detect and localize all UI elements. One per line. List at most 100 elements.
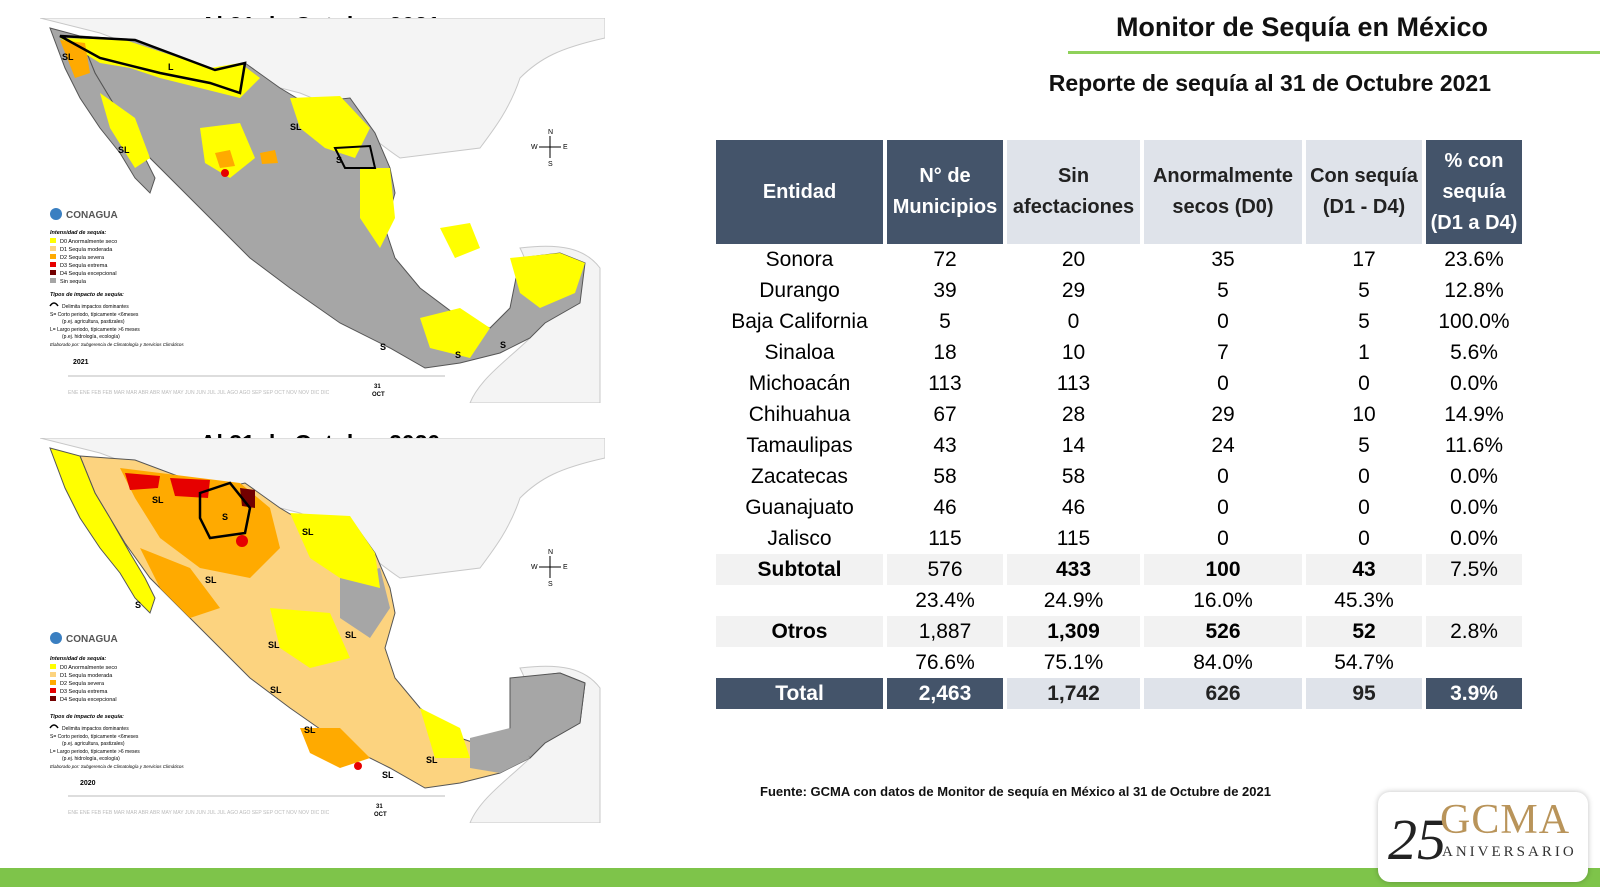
svg-text:S: S bbox=[548, 161, 553, 168]
svg-text:D2 Sequía severa: D2 Sequía severa bbox=[60, 255, 105, 261]
svg-text:31: 31 bbox=[374, 384, 381, 390]
map-label: SL bbox=[268, 640, 280, 650]
footer-bar bbox=[0, 868, 1600, 887]
map-label: S bbox=[336, 155, 342, 165]
subtotal-row: Subtotal 576 433 100 43 7.5% bbox=[716, 554, 1522, 585]
svg-text:S= Corto periodo, típicamente: S= Corto periodo, típicamente <6meses bbox=[50, 734, 139, 740]
otros-row: Otros 1,887 1,309 526 52 2.8% bbox=[716, 616, 1522, 647]
map-label: SL bbox=[304, 725, 316, 735]
compass-icon: N S E W bbox=[531, 549, 568, 588]
table-row: Michoacán 113 113 0 0 0.0% bbox=[748, 371, 1498, 395]
table-row: Guanajuato 46 46 0 0 0.0% bbox=[745, 495, 1498, 519]
header-municipios: N° de Municipios bbox=[887, 140, 1003, 244]
svg-text:D0 Anormalmente seco: D0 Anormalmente seco bbox=[60, 239, 117, 245]
conagua-logo-icon bbox=[50, 632, 62, 644]
svg-text:Intensidad de sequía:: Intensidad de sequía: bbox=[50, 656, 106, 662]
svg-text:(p.ej. hidrología, ecología): (p.ej. hidrología, ecología) bbox=[62, 334, 120, 340]
svg-text:OCT: OCT bbox=[374, 812, 387, 818]
svg-text:Intensidad de sequía:: Intensidad de sequía: bbox=[50, 230, 106, 236]
table-row: Durango 39 29 5 5 12.8% bbox=[759, 278, 1504, 302]
svg-text:D1 Sequía moderada: D1 Sequía moderada bbox=[60, 673, 113, 679]
conagua-logo-icon bbox=[50, 208, 62, 220]
map-label: S bbox=[380, 342, 386, 352]
table-row: Chihuahua 67 28 29 10 14.9% bbox=[748, 402, 1504, 426]
svg-text:Delimita impactos dominantes: Delimita impactos dominantes bbox=[62, 304, 129, 310]
header-sin-afectaciones: Sin afectaciones bbox=[1007, 140, 1140, 244]
svg-text:(p.ej. agricultura, pastizales: (p.ej. agricultura, pastizales) bbox=[62, 741, 125, 747]
logo-number: 25 bbox=[1388, 807, 1446, 872]
title-divider bbox=[1068, 51, 1600, 54]
subtotal-percent-row: 23.4% 24.9% 16.0% 45.3% bbox=[716, 585, 1522, 616]
svg-text:CONAGUA: CONAGUA bbox=[66, 210, 118, 221]
report-subtitle: Reporte de sequía al 31 de Octubre 2021 bbox=[1048, 70, 1491, 96]
svg-text:31: 31 bbox=[376, 804, 383, 810]
header-porcentaje: % con sequía (D1 a D4) bbox=[1426, 140, 1522, 244]
svg-text:L= Largo periodo, típicamente: L= Largo periodo, típicamente >6 meses bbox=[50, 327, 140, 333]
drought-map-2020: SL S SL SL SL SL S SL SL SL SL N S E W C… bbox=[40, 438, 605, 823]
table-row: Zacatecas 58 58 0 0 0.0% bbox=[751, 464, 1498, 488]
logo-name: GCMA bbox=[1440, 797, 1571, 843]
svg-text:Delimita impactos dominantes: Delimita impactos dominantes bbox=[62, 726, 129, 732]
map-label: S bbox=[222, 512, 228, 522]
svg-text:D4 Sequía excepcional: D4 Sequía excepcional bbox=[60, 271, 117, 277]
svg-text:W: W bbox=[531, 144, 538, 151]
map-label: SL bbox=[118, 145, 130, 155]
compass-icon: N S E W bbox=[531, 129, 568, 168]
svg-text:L= Largo periodo, típicamente: L= Largo periodo, típicamente >6 meses bbox=[50, 749, 140, 755]
svg-text:S: S bbox=[548, 581, 553, 588]
svg-text:W: W bbox=[531, 564, 538, 571]
svg-text:N: N bbox=[548, 549, 553, 556]
gcma-logo: 25 GCMA ANIVERSARIO bbox=[1378, 792, 1588, 882]
svg-text:Tipos de impacto de sequía:: Tipos de impacto de sequía: bbox=[50, 292, 124, 298]
svg-text:Elaborado por: Subgerencia de: Elaborado por: Subgerencia de Climatolog… bbox=[50, 764, 184, 769]
svg-text:D4 Sequía excepcional: D4 Sequía excepcional bbox=[60, 697, 117, 703]
table-header-row: Entidad N° de Municipios Sin afectaciones … bbox=[716, 140, 1522, 244]
map-label: SL bbox=[62, 52, 74, 62]
svg-text:ENE ENE FEB FEB MAR MAR ABR AB: ENE ENE FEB FEB MAR MAR ABR ABR MAY MAY … bbox=[68, 810, 330, 816]
header-con-sequia: Con sequía (D1 - D4) bbox=[1306, 140, 1422, 244]
svg-text:D1 Sequía moderada: D1 Sequía moderada bbox=[60, 247, 113, 253]
map-label: SL bbox=[426, 755, 438, 765]
svg-text:Tipos de impacto de sequía:: Tipos de impacto de sequía: bbox=[50, 714, 124, 720]
table-row: Sinaloa 18 10 7 1 5.6% bbox=[764, 340, 1498, 364]
otros-percent-row: 76.6% 75.1% 84.0% 54.7% bbox=[716, 647, 1522, 678]
total-row: Total 2,463 1,742 626 95 3.9% bbox=[716, 678, 1522, 709]
svg-text:OCT: OCT bbox=[372, 392, 385, 398]
map-label: SL bbox=[302, 527, 314, 537]
svg-text:2020: 2020 bbox=[80, 780, 96, 787]
svg-text:Sin sequía: Sin sequía bbox=[60, 279, 87, 285]
map-label: SL bbox=[345, 630, 357, 640]
map-label: SL bbox=[290, 122, 302, 132]
svg-text:D2 Sequía severa: D2 Sequía severa bbox=[60, 681, 105, 687]
map-label: SL bbox=[270, 685, 282, 695]
page-title: Monitor de Sequía en México bbox=[1115, 12, 1488, 42]
map-label: SL bbox=[152, 495, 164, 505]
svg-text:D3 Sequía extrema: D3 Sequía extrema bbox=[60, 689, 108, 695]
map-label: L bbox=[168, 62, 174, 72]
svg-text:Elaborado por: Subgerencia de: Elaborado por: Subgerencia de Climatolog… bbox=[50, 342, 184, 347]
table-row: Sonora 72 20 35 17 23.6% bbox=[765, 247, 1504, 271]
map-label: S bbox=[500, 340, 506, 350]
map-label: S bbox=[135, 600, 141, 610]
map-label: S bbox=[455, 350, 461, 360]
source-note: Fuente: GCMA con datos de Monitor de seq… bbox=[760, 784, 1271, 799]
header-entidad: Entidad bbox=[716, 140, 883, 244]
svg-text:S= Corto periodo, típicamente: S= Corto periodo, típicamente <6meses bbox=[50, 312, 139, 318]
svg-text:E: E bbox=[563, 144, 568, 151]
svg-text:(p.ej. hidrología, ecología): (p.ej. hidrología, ecología) bbox=[62, 756, 120, 762]
header-anormalmente-secos: Anormalmente secos (D0) bbox=[1144, 140, 1302, 244]
svg-text:D0 Anormalmente seco: D0 Anormalmente seco bbox=[60, 665, 117, 671]
map-label: SL bbox=[382, 770, 394, 780]
svg-text:E: E bbox=[563, 564, 568, 571]
table-row: Tamaulipas 43 14 24 5 11.6% bbox=[746, 433, 1503, 457]
drought-table: Entidad N° de Municipios Sin afectaciones … bbox=[712, 140, 1526, 709]
svg-text:D3 Sequía extrema: D3 Sequía extrema bbox=[60, 263, 108, 269]
svg-text:ENE ENE FEB FEB MAR MAR ABR AB: ENE ENE FEB FEB MAR MAR ABR ABR MAY MAY … bbox=[68, 390, 330, 396]
svg-text:(p.ej. agricultura, pastizales: (p.ej. agricultura, pastizales) bbox=[62, 319, 125, 325]
logo-tagline: ANIVERSARIO bbox=[1442, 844, 1577, 860]
table-row: Jalisco 115 115 0 0 0.0% bbox=[767, 526, 1498, 550]
table-row: Baja California 5 0 0 5 100.0% bbox=[731, 309, 1510, 333]
svg-text:2021: 2021 bbox=[73, 359, 89, 366]
svg-text:N: N bbox=[548, 129, 553, 136]
drought-map-2021: SL L SL SL S S S S N S E W CONAGUA Inten… bbox=[40, 18, 605, 403]
